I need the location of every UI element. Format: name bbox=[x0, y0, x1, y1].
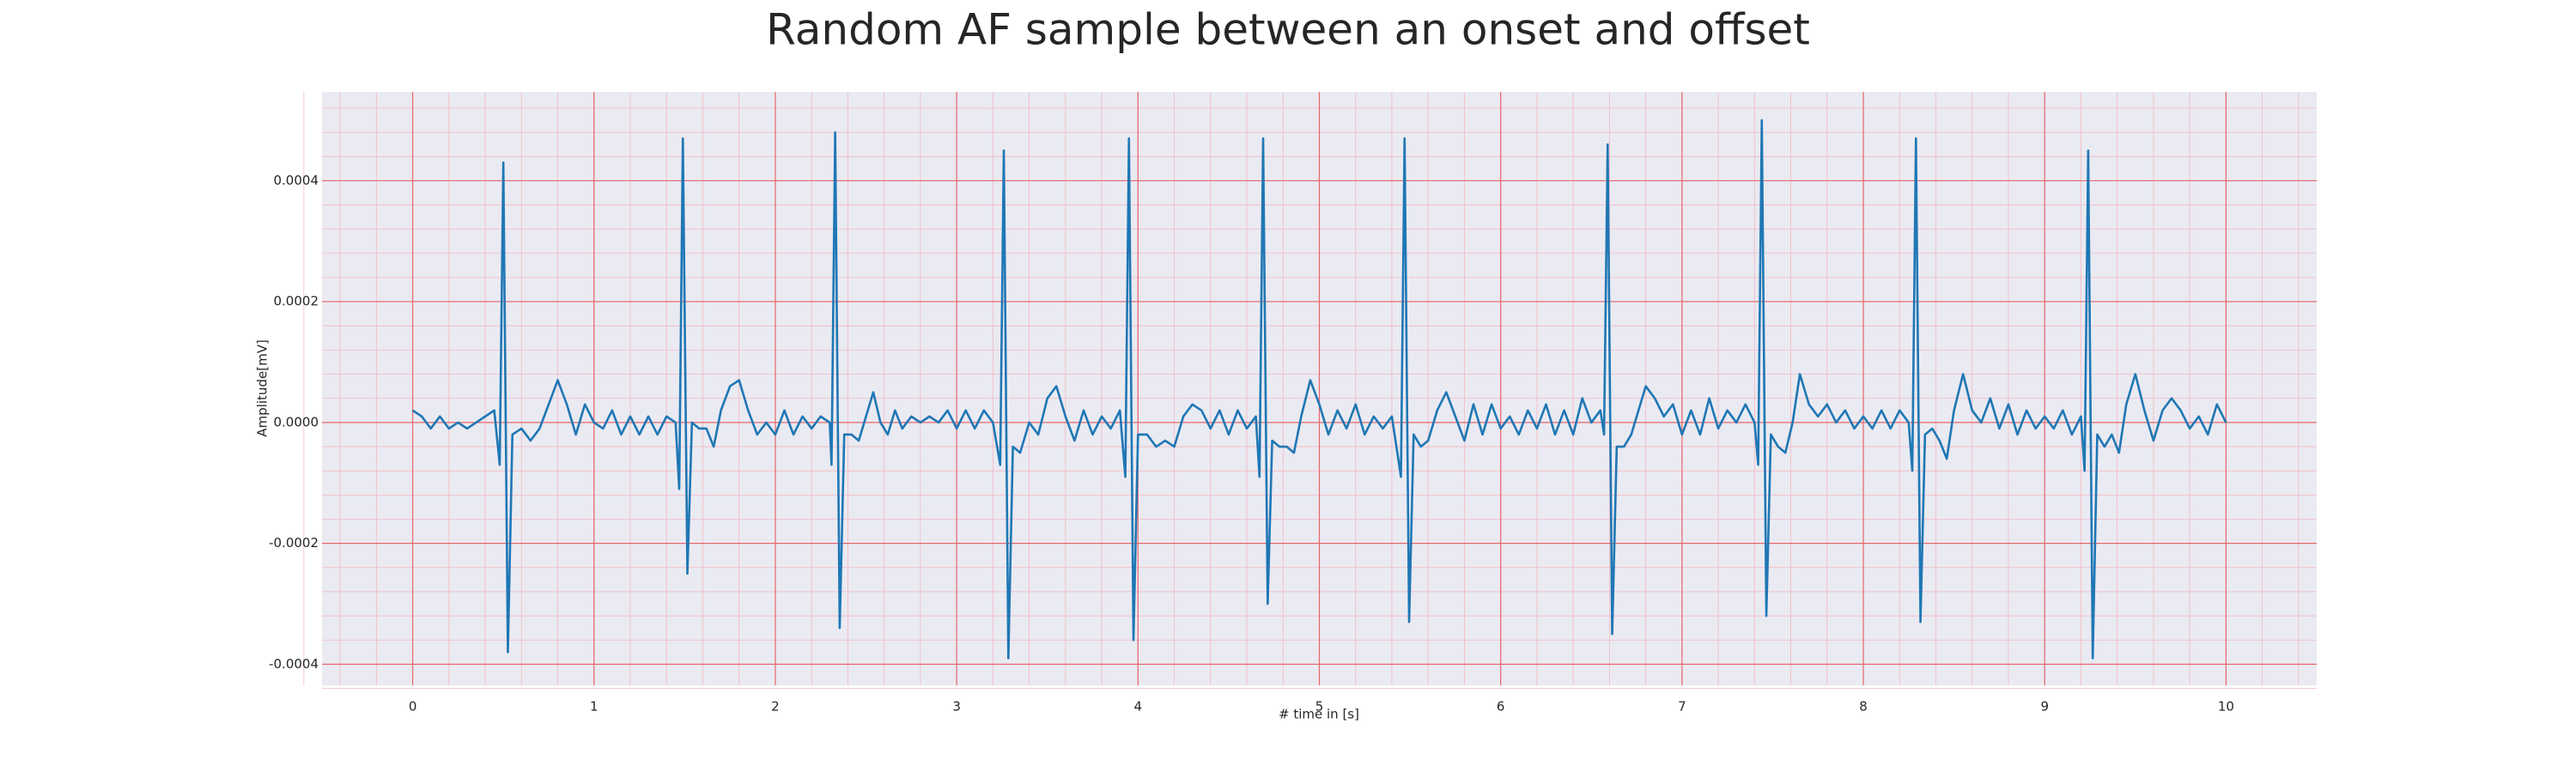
x-tick-label: 2 bbox=[771, 699, 780, 715]
y-tick-label: 0.0002 bbox=[274, 294, 319, 309]
x-tick-label: 10 bbox=[2218, 699, 2234, 715]
x-tick-label: 6 bbox=[1497, 699, 1505, 715]
y-axis-label: Amplitude[mV] bbox=[255, 339, 270, 436]
x-tick-label: 5 bbox=[1315, 699, 1324, 715]
x-tick-label: 4 bbox=[1134, 699, 1143, 715]
x-tick-label: 3 bbox=[952, 699, 961, 715]
x-tick-label: 0 bbox=[409, 699, 417, 715]
signal-line bbox=[411, 119, 2227, 660]
y-tick-label: 0.0004 bbox=[274, 173, 319, 188]
y-tick-label: 0.0000 bbox=[274, 414, 319, 429]
x-tick-label: 1 bbox=[590, 699, 598, 715]
x-tick-label: 8 bbox=[1859, 699, 1868, 715]
chart-title: Random AF sample between an onset and of… bbox=[766, 5, 1810, 55]
x-axis-label: # time in [s] bbox=[1279, 707, 1359, 722]
x-tick-label: 7 bbox=[1678, 699, 1686, 715]
y-tick-label: -0.0004 bbox=[269, 656, 319, 672]
y-tick-label: -0.0002 bbox=[269, 535, 319, 551]
x-tick-label: 9 bbox=[2040, 699, 2049, 715]
